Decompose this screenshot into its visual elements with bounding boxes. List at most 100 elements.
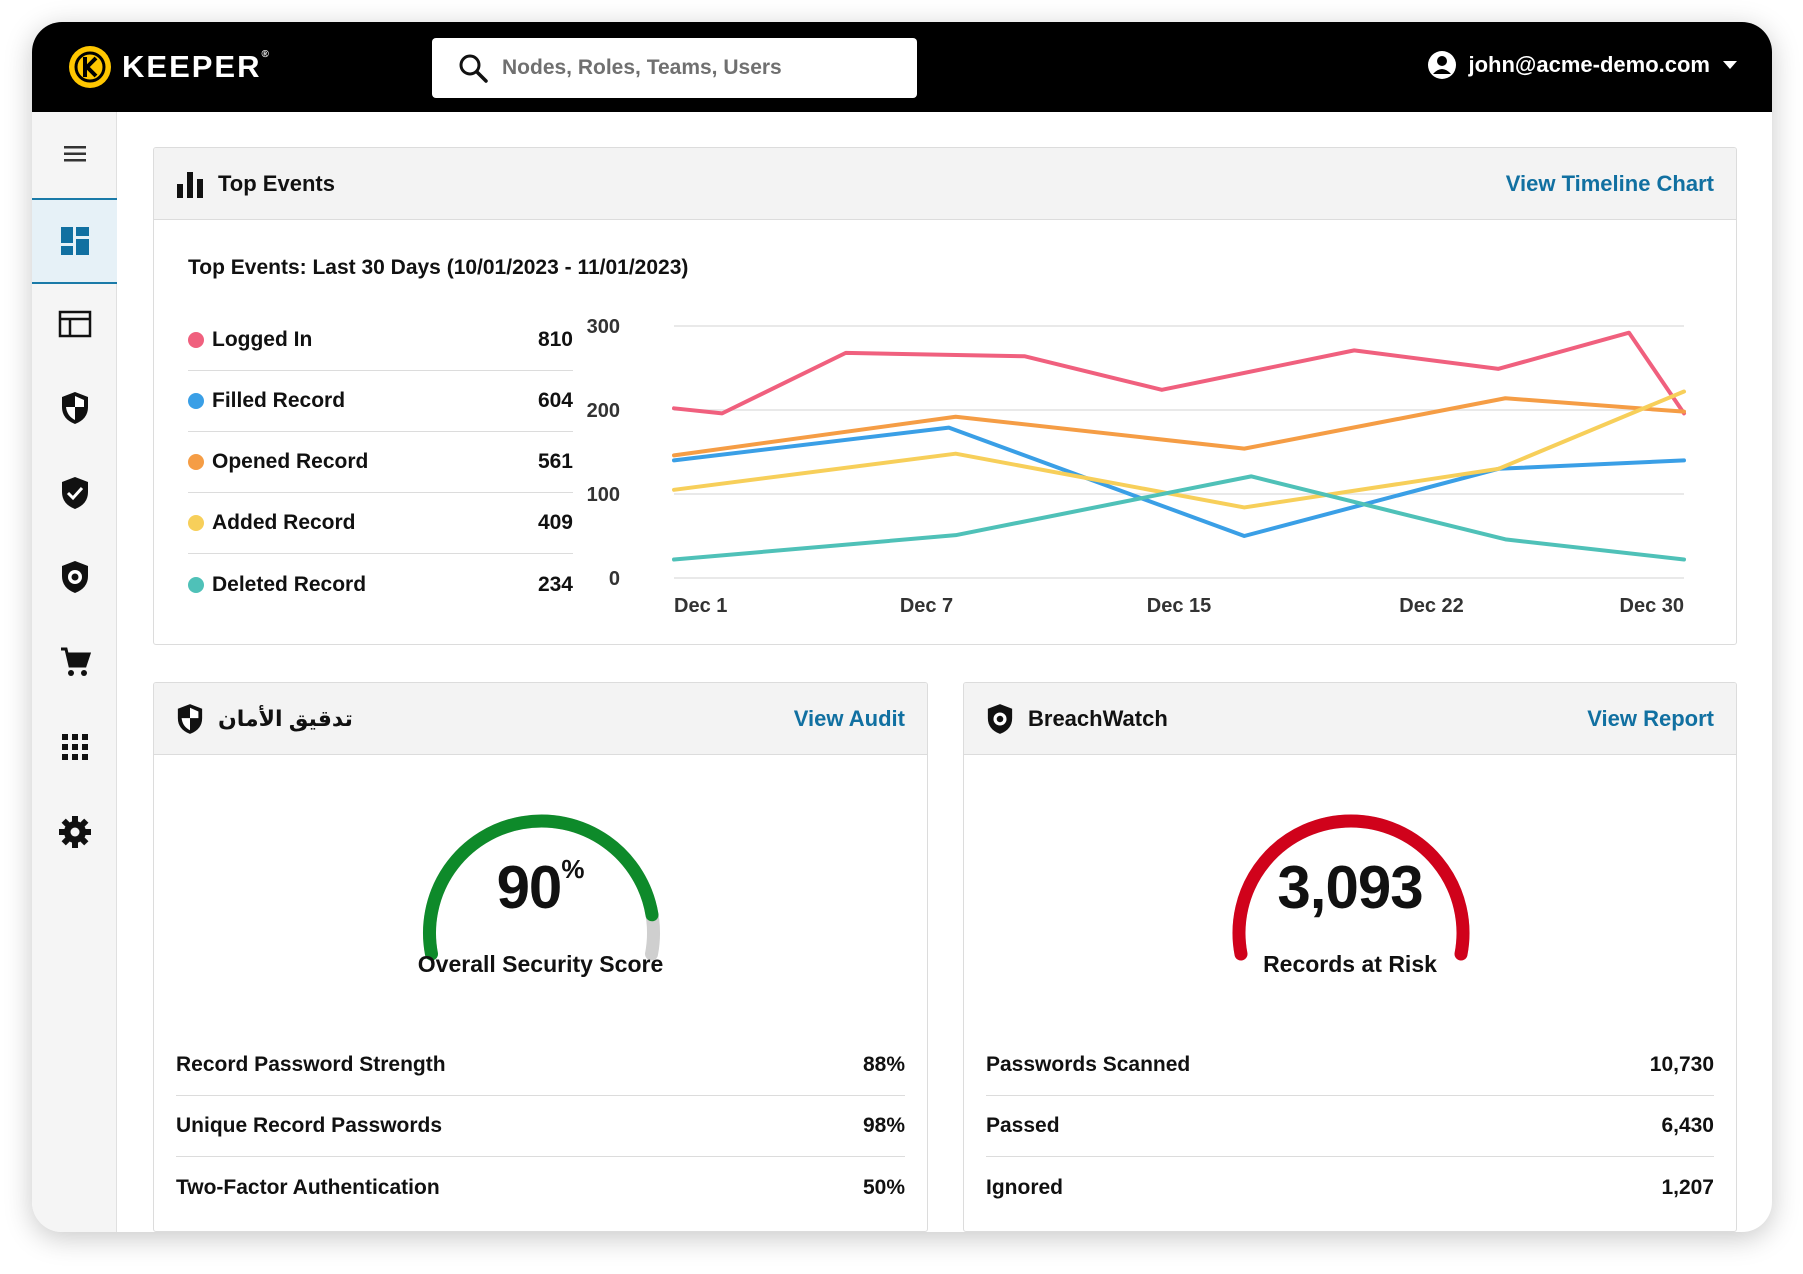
sidebar-item-security-audit[interactable] bbox=[32, 368, 117, 448]
legend-label: Deleted Record bbox=[212, 572, 367, 596]
sidebar-item-apps[interactable] bbox=[32, 707, 117, 787]
legend-row[interactable]: Logged In 810 bbox=[188, 310, 573, 371]
y-tick-label: 0 bbox=[609, 568, 620, 590]
breachwatch-stat-row: Passwords Scanned 10,730 bbox=[986, 1035, 1714, 1096]
stat-label: Record Password Strength bbox=[176, 1053, 446, 1076]
records-at-risk-gauge bbox=[964, 783, 1736, 983]
records-at-risk-value: 3,093 bbox=[1277, 854, 1423, 921]
legend-dot bbox=[188, 393, 204, 409]
sidebar-item-admin[interactable] bbox=[32, 284, 117, 364]
breachwatch-card: BreachWatch View Report 3,093 Records at… bbox=[963, 682, 1737, 1232]
records-at-risk-gauge-arc bbox=[1232, 814, 1470, 961]
series-line-logged-in[interactable] bbox=[672, 330, 1686, 416]
breachwatch-title: BreachWatch bbox=[1028, 705, 1168, 731]
legend-dot bbox=[188, 576, 204, 593]
x-tick-label: Dec 22 bbox=[1399, 595, 1464, 617]
logo-text: KEEPER® bbox=[122, 49, 271, 84]
legend-value: 561 bbox=[537, 450, 573, 473]
bar-chart-icon bbox=[177, 171, 203, 198]
sidebar bbox=[32, 112, 117, 1232]
settings-icon bbox=[58, 816, 91, 848]
legend-row[interactable]: Deleted Record 234 bbox=[188, 554, 573, 615]
account-icon bbox=[1427, 51, 1456, 79]
stat-label: Ignored bbox=[986, 1175, 1063, 1199]
score-unit: % bbox=[561, 854, 585, 884]
breachwatch-icon bbox=[61, 561, 88, 593]
gauge-fill bbox=[423, 814, 659, 961]
legend-dot bbox=[188, 332, 204, 348]
legend-row[interactable]: Added Record 409 bbox=[188, 493, 573, 554]
dashboard-icon bbox=[60, 227, 89, 255]
series-line-added-record[interactable] bbox=[672, 389, 1686, 510]
top-events-line-chart: 0 100 200 300 Dec 1 Dec 7 Dec 15 Dec 22 Dec 30 bbox=[587, 318, 1686, 617]
security-audit-header: تدقيق الأمان View Audit bbox=[154, 683, 927, 755]
security-score-gauge bbox=[154, 783, 927, 983]
breachwatch-stat-row: Ignored 1,207 bbox=[986, 1157, 1714, 1218]
security-score-value: 90% bbox=[154, 853, 927, 922]
top-events-title: Top Events bbox=[218, 170, 335, 196]
legend-dot bbox=[188, 515, 204, 531]
sidebar-item-compliance[interactable] bbox=[32, 453, 117, 533]
records-at-risk-caption: Records at Risk bbox=[1263, 951, 1437, 977]
user-email: john@acme-demo.com bbox=[1468, 52, 1711, 77]
security-audit-card: تدقيق الأمان View Audit 90% Overall Secu… bbox=[153, 682, 928, 1232]
security-score-caption: Overall Security Score bbox=[417, 951, 664, 977]
series-line-opened-record[interactable] bbox=[672, 396, 1686, 458]
search-icon bbox=[459, 54, 488, 83]
stat-label: Passwords Scanned bbox=[986, 1053, 1191, 1076]
x-tick-label: Dec 30 bbox=[1620, 595, 1685, 617]
sidebar-menu-toggle[interactable] bbox=[32, 114, 117, 194]
legend-label: Filled Record bbox=[212, 389, 346, 412]
legend-row[interactable]: Opened Record 561 bbox=[188, 432, 573, 493]
security-audit-icon bbox=[61, 392, 88, 424]
sidebar-item-breachwatch[interactable] bbox=[32, 537, 117, 617]
legend-label: Logged In bbox=[212, 328, 313, 351]
x-tick-label: Dec 7 bbox=[900, 595, 953, 617]
app-window: KEEPER® john@acme-demo.com bbox=[32, 22, 1772, 1232]
view-timeline-chart-link[interactable]: View Timeline Chart bbox=[1505, 170, 1714, 196]
sidebar-item-store[interactable] bbox=[32, 622, 117, 702]
stat-label: Unique Record Passwords bbox=[176, 1114, 443, 1137]
legend-value: 604 bbox=[537, 389, 573, 412]
audit-stat-row: Two-Factor Authentication 50% bbox=[176, 1157, 905, 1218]
score-number: 90 bbox=[496, 854, 563, 921]
y-tick-label: 100 bbox=[587, 484, 620, 506]
breachwatch-stat-row: Passed 6,430 bbox=[986, 1096, 1714, 1157]
y-tick-label: 300 bbox=[587, 318, 620, 338]
keeper-logo[interactable]: KEEPER® bbox=[68, 45, 271, 89]
legend-label: Opened Record bbox=[212, 450, 369, 473]
top-events-card: Top Events View Timeline Chart Top Event… bbox=[153, 147, 1737, 645]
series-line-deleted-record[interactable] bbox=[672, 474, 1686, 562]
breachwatch-icon bbox=[987, 703, 1013, 734]
stat-value: 88% bbox=[862, 1053, 905, 1076]
view-audit-link[interactable]: View Audit bbox=[793, 705, 905, 731]
top-bar: KEEPER® john@acme-demo.com bbox=[32, 22, 1772, 112]
admin-console-icon bbox=[58, 310, 91, 338]
stat-value: 98% bbox=[862, 1114, 905, 1137]
stat-value: 6,430 bbox=[1661, 1114, 1714, 1137]
user-menu[interactable]: john@acme-demo.com bbox=[1427, 50, 1739, 80]
cart-icon bbox=[60, 647, 91, 676]
chevron-down-icon[interactable] bbox=[1722, 59, 1738, 71]
breachwatch-header: BreachWatch View Report bbox=[964, 683, 1736, 755]
security-score-gauge-arc bbox=[423, 814, 660, 961]
top-events-header: Top Events View Timeline Chart bbox=[154, 148, 1736, 220]
search-input[interactable] bbox=[502, 56, 902, 80]
sidebar-item-settings[interactable] bbox=[32, 792, 117, 872]
compliance-shield-icon bbox=[61, 477, 88, 509]
y-tick-label: 200 bbox=[587, 400, 620, 422]
search-box[interactable] bbox=[432, 38, 917, 98]
series-line-filled-record[interactable] bbox=[672, 425, 1686, 538]
stat-label: Two-Factor Authentication bbox=[176, 1175, 440, 1199]
audit-stat-row: Unique Record Passwords 98% bbox=[176, 1096, 905, 1157]
legend-row[interactable]: Filled Record 604 bbox=[188, 371, 573, 432]
sidebar-item-dashboard[interactable] bbox=[32, 198, 117, 284]
stat-value: 1,207 bbox=[1661, 1175, 1714, 1199]
legend-dot bbox=[188, 454, 204, 470]
audit-stat-row: Record Password Strength 88% bbox=[176, 1035, 905, 1096]
security-audit-icon bbox=[177, 703, 203, 734]
legend-value: 409 bbox=[537, 511, 573, 534]
view-report-link[interactable]: View Report bbox=[1587, 705, 1714, 731]
top-events-subtitle: Top Events: Last 30 Days (10/01/2023 - 1… bbox=[188, 256, 689, 279]
stat-value: 50% bbox=[862, 1175, 905, 1199]
